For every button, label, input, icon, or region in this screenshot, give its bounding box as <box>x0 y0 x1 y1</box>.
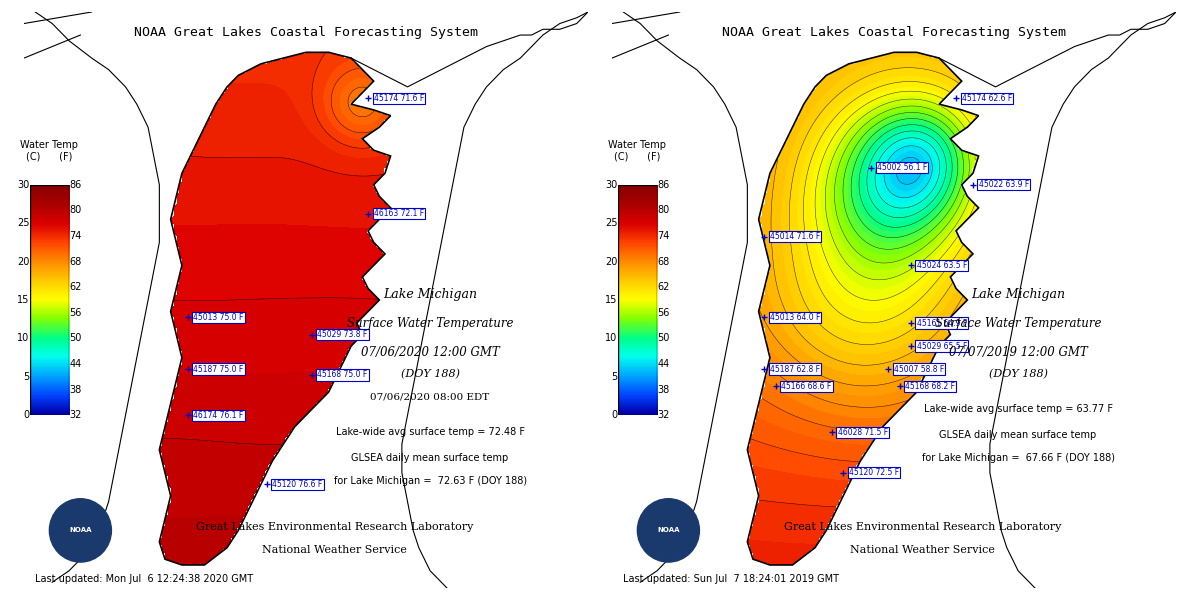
Text: 80: 80 <box>658 205 670 215</box>
Text: 15: 15 <box>17 295 30 305</box>
Text: 45013 75.0 F: 45013 75.0 F <box>193 313 244 322</box>
Text: Lake-wide avg surface temp = 72.48 F: Lake-wide avg surface temp = 72.48 F <box>336 427 524 437</box>
Text: 45174 71.6 F: 45174 71.6 F <box>373 94 424 103</box>
Text: NOAA Great Lakes Coastal Forecasting System: NOAA Great Lakes Coastal Forecasting Sys… <box>722 26 1066 40</box>
Text: 45024 63.5 F: 45024 63.5 F <box>917 261 967 270</box>
Text: 86: 86 <box>658 180 670 190</box>
Text: 25: 25 <box>17 218 30 228</box>
Text: GLSEA daily mean surface temp: GLSEA daily mean surface temp <box>352 452 509 463</box>
Text: Water Temp
(C)      (F): Water Temp (C) (F) <box>20 140 78 162</box>
Text: for Lake Michigan =  67.66 F (DOY 188): for Lake Michigan = 67.66 F (DOY 188) <box>922 452 1115 463</box>
Text: 07/06/2020 12:00 GMT: 07/06/2020 12:00 GMT <box>361 346 499 359</box>
Text: 44: 44 <box>70 359 82 369</box>
Text: 10: 10 <box>17 334 30 343</box>
Text: 45120 72.5 F: 45120 72.5 F <box>848 468 899 478</box>
Text: 50: 50 <box>70 334 82 343</box>
Text: 45007 58.8 F: 45007 58.8 F <box>894 365 944 374</box>
Text: 45013 64.0 F: 45013 64.0 F <box>770 313 821 322</box>
Text: 45166 68.6 F: 45166 68.6 F <box>781 382 832 391</box>
Text: Surface Water Temperature: Surface Water Temperature <box>935 317 1102 330</box>
Text: 45022 63.9 F: 45022 63.9 F <box>979 180 1028 190</box>
Text: 0: 0 <box>24 410 30 420</box>
Text: 45187 75.0 F: 45187 75.0 F <box>193 365 244 374</box>
Text: 45120 76.6 F: 45120 76.6 F <box>272 480 323 489</box>
Text: 45168 75.0 F: 45168 75.0 F <box>317 370 367 379</box>
Text: (DOY 188): (DOY 188) <box>401 369 460 379</box>
Text: Lake Michigan: Lake Michigan <box>383 289 478 301</box>
Text: 20: 20 <box>17 257 30 266</box>
Text: Last updated: Sun Jul  7 18:24:01 2019 GMT: Last updated: Sun Jul 7 18:24:01 2019 GM… <box>623 574 839 584</box>
Text: 45174 62.6 F: 45174 62.6 F <box>961 94 1012 103</box>
Text: Great Lakes Environmental Research Laboratory: Great Lakes Environmental Research Labor… <box>196 522 473 532</box>
Text: 86: 86 <box>70 180 82 190</box>
Circle shape <box>637 499 700 562</box>
Text: 74: 74 <box>658 231 670 241</box>
Text: 45187 62.8 F: 45187 62.8 F <box>770 365 820 374</box>
Text: 50: 50 <box>658 334 670 343</box>
Text: Lake-wide avg surface temp = 63.77 F: Lake-wide avg surface temp = 63.77 F <box>924 404 1112 413</box>
Text: 68: 68 <box>70 257 82 266</box>
Text: 56: 56 <box>658 308 670 318</box>
Text: 74: 74 <box>70 231 82 241</box>
Text: Great Lakes Environmental Research Laboratory: Great Lakes Environmental Research Labor… <box>784 522 1061 532</box>
Text: 30: 30 <box>605 180 618 190</box>
Text: 45014 71.6 F: 45014 71.6 F <box>770 232 820 241</box>
Text: 45029 73.8 F: 45029 73.8 F <box>317 330 367 339</box>
Text: Lake Michigan: Lake Michigan <box>971 289 1066 301</box>
Text: 32: 32 <box>70 410 82 420</box>
Text: 45161 64.9 F: 45161 64.9 F <box>917 319 967 328</box>
Text: 45029 65.5 F: 45029 65.5 F <box>917 341 967 350</box>
Text: 80: 80 <box>70 205 82 215</box>
Text: for Lake Michigan =  72.63 F (DOY 188): for Lake Michigan = 72.63 F (DOY 188) <box>334 476 527 485</box>
Text: 45168 68.2 F: 45168 68.2 F <box>905 382 955 391</box>
Text: 46163 72.1 F: 46163 72.1 F <box>373 209 424 218</box>
Text: 62: 62 <box>658 282 670 292</box>
Text: 56: 56 <box>70 308 82 318</box>
Text: 07/06/2020 08:00 EDT: 07/06/2020 08:00 EDT <box>371 392 490 401</box>
Text: 25: 25 <box>605 218 618 228</box>
Text: Last updated: Mon Jul  6 12:24:38 2020 GMT: Last updated: Mon Jul 6 12:24:38 2020 GM… <box>35 574 253 584</box>
Text: Surface Water Temperature: Surface Water Temperature <box>347 317 514 330</box>
Text: 15: 15 <box>605 295 618 305</box>
Text: National Weather Service: National Weather Service <box>262 545 407 555</box>
Text: (DOY 188): (DOY 188) <box>989 369 1048 379</box>
Text: 5: 5 <box>611 372 618 382</box>
Text: 45002 56.1 F: 45002 56.1 F <box>877 163 928 172</box>
Text: 20: 20 <box>605 257 618 266</box>
Text: NOAA Great Lakes Coastal Forecasting System: NOAA Great Lakes Coastal Forecasting Sys… <box>134 26 478 40</box>
Text: 0: 0 <box>612 410 618 420</box>
Text: 10: 10 <box>605 334 618 343</box>
Text: 46174 76.1 F: 46174 76.1 F <box>193 410 244 420</box>
Text: 62: 62 <box>70 282 82 292</box>
Circle shape <box>49 499 112 562</box>
Text: 38: 38 <box>70 385 82 395</box>
Text: GLSEA daily mean surface temp: GLSEA daily mean surface temp <box>940 430 1097 440</box>
Text: 5: 5 <box>23 372 30 382</box>
Text: 32: 32 <box>658 410 670 420</box>
Text: 38: 38 <box>658 385 670 395</box>
Text: Water Temp
(C)      (F): Water Temp (C) (F) <box>608 140 666 162</box>
Text: NOAA: NOAA <box>658 527 679 533</box>
Text: NOAA: NOAA <box>70 527 91 533</box>
Text: National Weather Service: National Weather Service <box>850 545 995 555</box>
Text: 30: 30 <box>17 180 30 190</box>
Text: 68: 68 <box>658 257 670 266</box>
Text: 44: 44 <box>658 359 670 369</box>
Text: 07/07/2019 12:00 GMT: 07/07/2019 12:00 GMT <box>949 346 1087 359</box>
Text: 46028 71.5 F: 46028 71.5 F <box>838 428 888 437</box>
